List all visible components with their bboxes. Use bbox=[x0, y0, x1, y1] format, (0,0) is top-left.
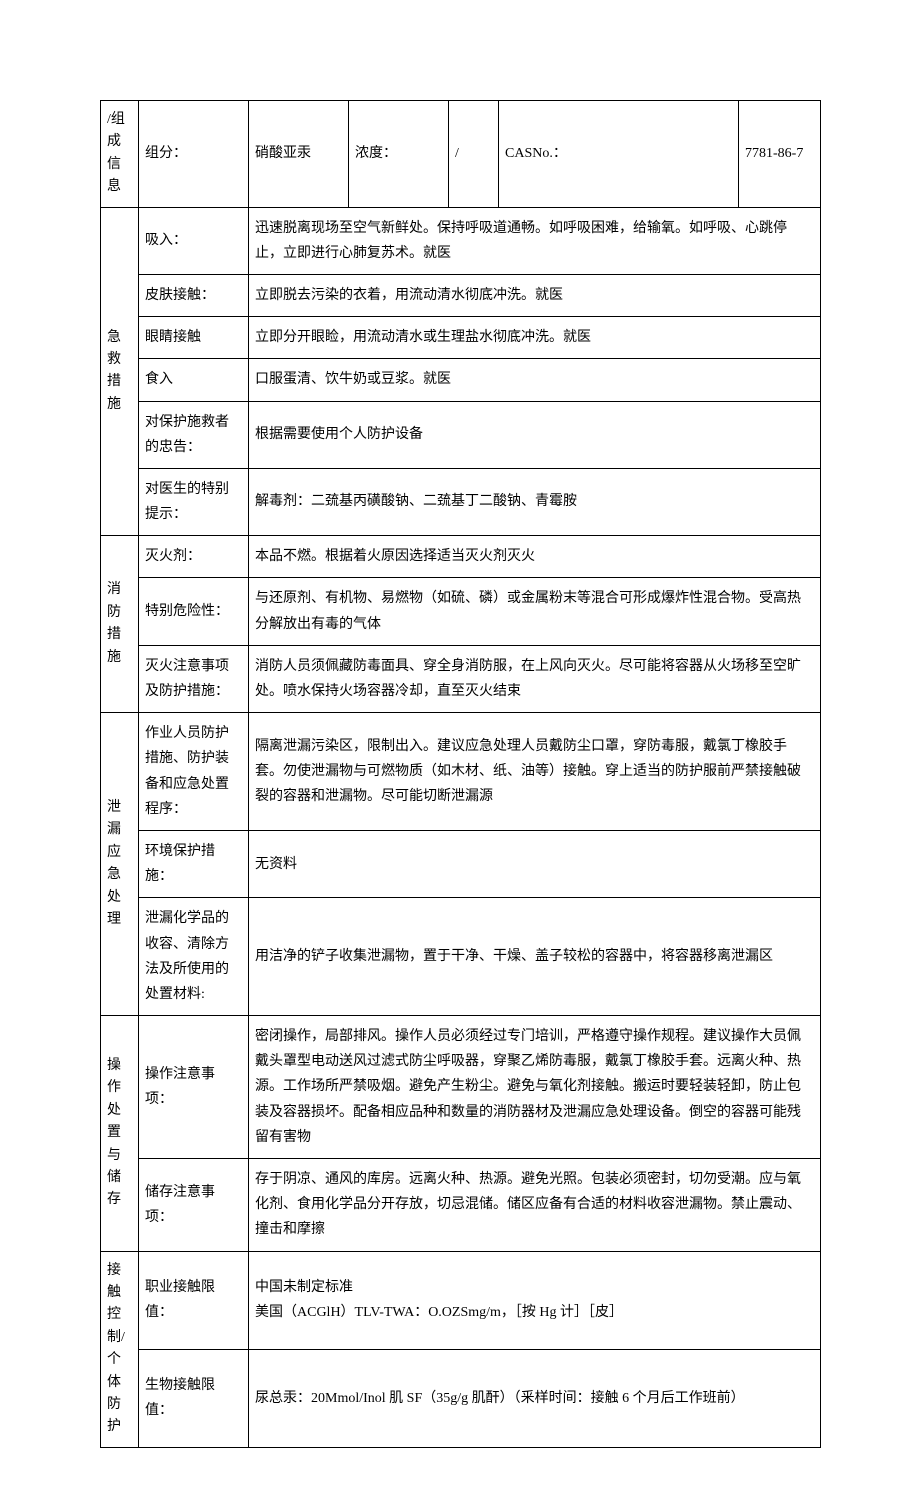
section-fire: 消 防措施 bbox=[101, 536, 139, 713]
firstaid-value: 解毒剂：二巯基丙磺酸钠、二巯基丁二酸钠、青霉胺 bbox=[249, 468, 821, 535]
fire-value: 本品不燃。根据着火原因选择适当灭火剂灭火 bbox=[249, 536, 821, 578]
firstaid-label: 对保护施救者的忠告： bbox=[139, 401, 249, 468]
table-row: 操作处置与储存 操作注意事项： 密闭操作，局部排风。操作人员必须经过专门培训，严… bbox=[101, 1016, 821, 1159]
fire-label: 灭火注意事项及防护措施： bbox=[139, 645, 249, 712]
firstaid-label: 食入 bbox=[139, 359, 249, 401]
firstaid-value: 立即分开眼睑，用流动清水或生理盐水彻底冲洗。就医 bbox=[249, 317, 821, 359]
firstaid-value: 口服蛋清、饮牛奶或豆浆。就医 bbox=[249, 359, 821, 401]
exposure-value: 中国未制定标准 美国（ACGlH）TLV-TWA：O.OZSmg/m，［按 Hg… bbox=[249, 1251, 821, 1349]
table-row: 泄 漏应 急处理 作业人员防护措施、防护装备和应急处置程序： 隔离泄漏污染区，限… bbox=[101, 713, 821, 831]
msds-table: /组成信息 组分： 硝酸亚汞 浓度： / CASNo.： 7781-86-7 急… bbox=[100, 100, 821, 1448]
comp-conc-val: / bbox=[449, 101, 499, 208]
firstaid-label: 对医生的特别提示： bbox=[139, 468, 249, 535]
table-row: 对医生的特别提示： 解毒剂：二巯基丙磺酸钠、二巯基丁二酸钠、青霉胺 bbox=[101, 468, 821, 535]
fire-label: 灭火剂： bbox=[139, 536, 249, 578]
handling-label: 储存注意事项： bbox=[139, 1159, 249, 1252]
handling-label: 操作注意事项： bbox=[139, 1016, 249, 1159]
exposure-value: 尿总汞：20Mmol/Inol 肌 SF（35g/g 肌酐）（釆样时间：接触 6… bbox=[249, 1349, 821, 1447]
section-composition: /组成信息 bbox=[101, 101, 139, 208]
firstaid-value: 迅速脱离现场至空气新鲜处。保持呼吸道通畅。如呼吸困难，给输氧。如呼吸、心跳停止，… bbox=[249, 207, 821, 274]
firstaid-label: 眼睛接触 bbox=[139, 317, 249, 359]
comp-conc-label: 浓度： bbox=[349, 101, 449, 208]
spill-value: 无资料 bbox=[249, 830, 821, 897]
table-row: 泄漏化学品的收容、清除方法及所使用的处置材料: 用洁净的铲子收集泄漏物，置于干净… bbox=[101, 898, 821, 1016]
table-row: 生物接触限值： 尿总汞：20Mmol/Inol 肌 SF（35g/g 肌酐）（釆… bbox=[101, 1349, 821, 1447]
table-row: 皮肤接触： 立即脱去污染的衣着，用流动清水彻底冲洗。就医 bbox=[101, 274, 821, 316]
comp-substance: 硝酸亚汞 bbox=[249, 101, 349, 208]
firstaid-label: 吸入： bbox=[139, 207, 249, 274]
table-row: 储存注意事项： 存于阴凉、通风的库房。远离火种、热源。避免光照。包装必须密封，切… bbox=[101, 1159, 821, 1252]
table-row: 对保护施救者的忠告： 根据需要使用个人防护设备 bbox=[101, 401, 821, 468]
table-row: 眼睛接触 立即分开眼睑，用流动清水或生理盐水彻底冲洗。就医 bbox=[101, 317, 821, 359]
firstaid-label: 皮肤接触： bbox=[139, 274, 249, 316]
handling-value: 存于阴凉、通风的库房。远离火种、热源。避免光照。包装必须密封，切勿受潮。应与氧化… bbox=[249, 1159, 821, 1252]
spill-value: 隔离泄漏污染区，限制出入。建议应急处理人员戴防尘口罩，穿防毒服，戴氯丁橡胶手套。… bbox=[249, 713, 821, 831]
table-row: 食入 口服蛋清、饮牛奶或豆浆。就医 bbox=[101, 359, 821, 401]
comp-cas-label: CASNo.： bbox=[499, 101, 739, 208]
comp-label: 组分： bbox=[139, 101, 249, 208]
exposure-label: 生物接触限值： bbox=[139, 1349, 249, 1447]
spill-label: 泄漏化学品的收容、清除方法及所使用的处置材料: bbox=[139, 898, 249, 1016]
handling-value: 密闭操作，局部排风。操作人员必须经过专门培训，严格遵守操作规程。建议操作大员佩戴… bbox=[249, 1016, 821, 1159]
table-row: 环境保护措施： 无资料 bbox=[101, 830, 821, 897]
comp-cas-val: 7781-86-7 bbox=[739, 101, 821, 208]
fire-value: 与还原剂、有机物、易燃物（如硫、磷）或金属粉末等混合可形成爆炸性混合物。受高热分… bbox=[249, 578, 821, 645]
table-row: 灭火注意事项及防护措施： 消防人员须佩藏防毒面具、穿全身消防服，在上风向灭火。尽… bbox=[101, 645, 821, 712]
firstaid-value: 根据需要使用个人防护设备 bbox=[249, 401, 821, 468]
spill-label: 环境保护措施： bbox=[139, 830, 249, 897]
table-row: 接触控制/个体防护 职业接触限值： 中国未制定标准 美国（ACGlH）TLV-T… bbox=[101, 1251, 821, 1349]
section-exposure: 接触控制/个体防护 bbox=[101, 1251, 139, 1447]
fire-label: 特别危险性： bbox=[139, 578, 249, 645]
table-row: 消 防措施 灭火剂： 本品不燃。根据着火原因选择适当灭火剂灭火 bbox=[101, 536, 821, 578]
table-row: 急救措施 吸入： 迅速脱离现场至空气新鲜处。保持呼吸道通畅。如呼吸困难，给输氧。… bbox=[101, 207, 821, 274]
exposure-label: 职业接触限值： bbox=[139, 1251, 249, 1349]
table-row: 特别危险性： 与还原剂、有机物、易燃物（如硫、磷）或金属粉末等混合可形成爆炸性混… bbox=[101, 578, 821, 645]
section-spill: 泄 漏应 急处理 bbox=[101, 713, 139, 1016]
section-handling: 操作处置与储存 bbox=[101, 1016, 139, 1252]
section-firstaid: 急救措施 bbox=[101, 207, 139, 536]
spill-value: 用洁净的铲子收集泄漏物，置于干净、干燥、盖子较松的容器中，将容器移离泄漏区 bbox=[249, 898, 821, 1016]
firstaid-value: 立即脱去污染的衣着，用流动清水彻底冲洗。就医 bbox=[249, 274, 821, 316]
composition-row: /组成信息 组分： 硝酸亚汞 浓度： / CASNo.： 7781-86-7 bbox=[101, 101, 821, 208]
spill-label: 作业人员防护措施、防护装备和应急处置程序： bbox=[139, 713, 249, 831]
fire-value: 消防人员须佩藏防毒面具、穿全身消防服，在上风向灭火。尽可能将容器从火场移至空旷处… bbox=[249, 645, 821, 712]
